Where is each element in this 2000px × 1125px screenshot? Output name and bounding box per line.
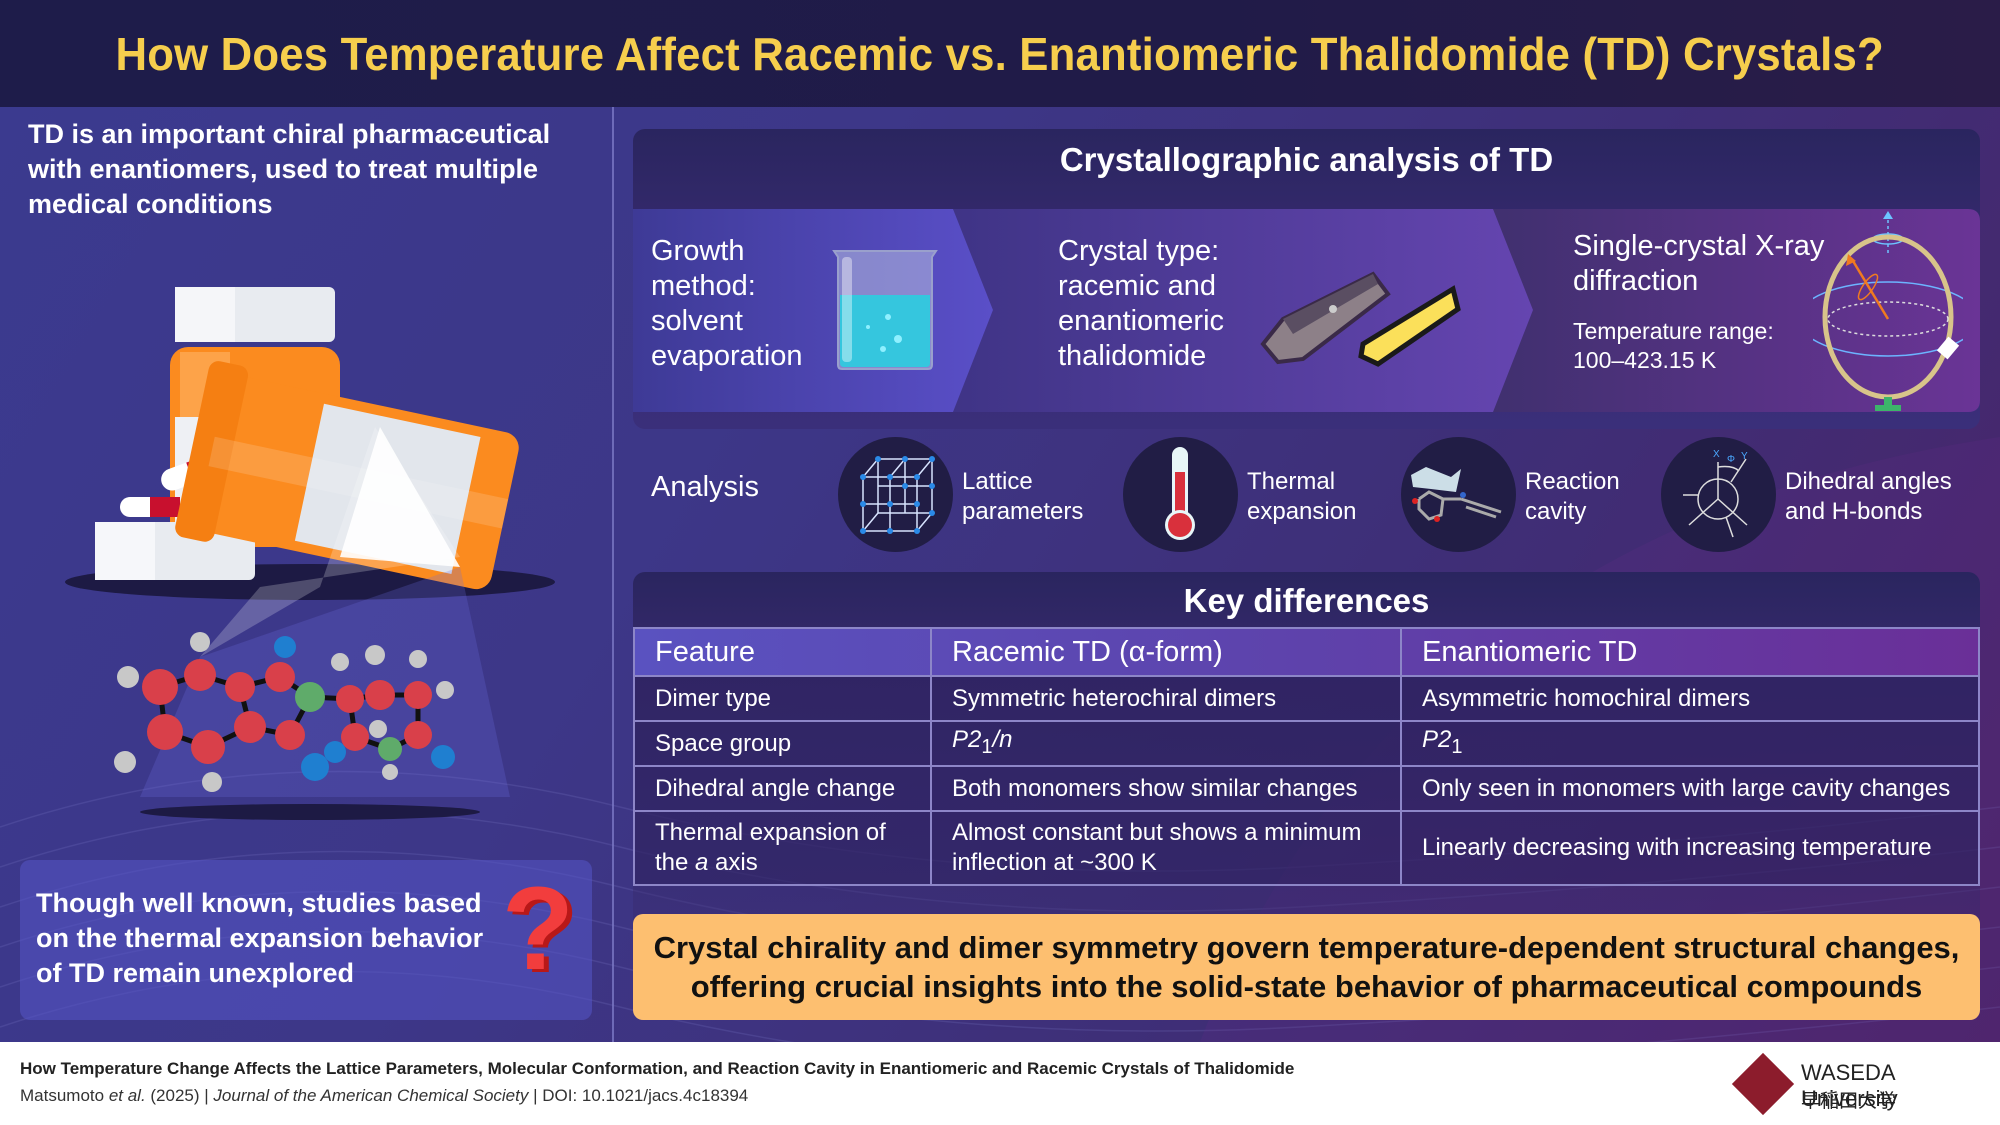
crystallographic-analysis-title: Crystallographic analysis of TD (1059, 141, 1554, 178)
crystals-icon (1260, 271, 1461, 367)
column-header-feature: Feature (633, 627, 932, 677)
svg-text:X: X (1713, 449, 1720, 460)
citation: Matsumoto et al. (2025) | Journal of the… (20, 1086, 749, 1105)
paper-title: How Temperature Change Affects the Latti… (20, 1059, 1295, 1078)
cell-feature: Dihedral angle change (633, 765, 932, 812)
cell-feature: Space group (633, 720, 932, 767)
thermometer-icon (1123, 437, 1238, 552)
table-row: Thermal expansion of the a axis Almost c… (633, 810, 1980, 886)
reaction-cavity-icon (1401, 437, 1516, 552)
cell-racemic: P21/n (930, 720, 1402, 767)
svg-text:Φ: Φ (1727, 454, 1735, 465)
table-row: Dihedral angle change Both monomers show… (633, 765, 1980, 812)
lattice-icon (838, 437, 953, 552)
cell-enantiomeric: P21 (1400, 720, 1980, 767)
temperature-range: Temperature range: 100–423.15 K (1573, 318, 1774, 373)
research-gap-text: Though well known, studies based on the … (36, 888, 484, 988)
crystallographic-analysis-panel: Crystallographic analysis of TD Growth m… (633, 129, 1980, 429)
beaker-icon (832, 250, 938, 370)
table-row: Space group P21/n P21 (633, 720, 1980, 767)
question-mark-icon: ? (501, 863, 574, 995)
analysis-row: Analysis (633, 427, 1980, 557)
analysis-title: Analysis (651, 471, 759, 503)
newman-projection-icon: X Φ Y (1661, 437, 1776, 552)
cell-enantiomeric: Asymmetric homochiral dimers (1400, 675, 1980, 722)
column-divider (612, 107, 614, 1042)
cell-racemic: Almost constant but shows a minimum infl… (930, 810, 1402, 886)
analysis-label-cavity: Reaction cavity (1525, 468, 1620, 525)
step-crystal-type: Crystal type: racemic and enantiomeric t… (1058, 235, 1225, 372)
pill-bottles-molecule-illustration (65, 287, 555, 820)
key-differences-panel: Key differences Feature Racemic TD (α-fo… (633, 572, 1980, 997)
cell-feature: Dimer type (633, 675, 932, 722)
journal-name: Journal of the American Chemical Society (213, 1086, 529, 1105)
analysis-label-dihedral: Dihedral angles and H-bonds (1785, 468, 1952, 525)
svg-text:Y: Y (1741, 451, 1748, 462)
page-title: How Does Temperature Affect Racemic vs. … (115, 27, 1885, 80)
logo-text-english: WASEDA University (1801, 1060, 1898, 1111)
cell-racemic: Both monomers show similar changes (930, 765, 1402, 812)
workflow-arrows (633, 209, 1980, 412)
intro-text: TD is an important chiral pharmaceutical… (28, 119, 551, 219)
goniometer-icon (1813, 211, 1963, 411)
column-header-enantiomeric: Enantiomeric TD (1400, 627, 1980, 677)
workflow-steps: Growth method: solvent evaporation Cryst… (633, 209, 1980, 412)
conclusion-text: Crystal chirality and dimer symmetry gov… (653, 930, 1960, 1004)
doi: | DOI: 10.1021/jacs.4c18394 (528, 1086, 749, 1105)
key-differences-title: Key differences (1183, 582, 1430, 619)
cell-enantiomeric: Only seen in monomers with large cavity … (1400, 765, 1980, 812)
main-content: TD is an important chiral pharmaceutical… (0, 107, 2000, 1042)
waseda-logo: WASEDA University 早稲田大学 (1731, 1052, 1993, 1116)
table-row: Dimer type Symmetric heterochiral dimers… (633, 675, 1980, 722)
conclusion-box: Crystal chirality and dimer symmetry gov… (633, 914, 1980, 1020)
cell-feature: Thermal expansion of the a axis (633, 810, 932, 886)
research-gap-box: Though well known, studies based on the … (20, 860, 592, 1020)
molecule-atoms (114, 632, 455, 792)
cell-racemic: Symmetric heterochiral dimers (930, 675, 1402, 722)
waseda-emblem-icon (1731, 1052, 1795, 1116)
logo-text-japanese: 早稲田大学 (1801, 1091, 1897, 1112)
header-banner: How Does Temperature Affect Racemic vs. … (0, 0, 2000, 107)
analysis-label-lattice: Lattice parameters (962, 468, 1084, 525)
cell-enantiomeric: Linearly decreasing with increasing temp… (1400, 810, 1980, 886)
table-header-row: Feature Racemic TD (α-form) Enantiomeric… (633, 627, 1980, 677)
analysis-label-thermal: Thermal expansion (1247, 468, 1357, 525)
step-sc-xrd: Single-crystal X-ray diffraction (1573, 230, 1825, 297)
footer: How Temperature Change Affects the Latti… (0, 1042, 2000, 1125)
step-growth-method: Growth method: solvent evaporation (651, 235, 803, 372)
key-differences-table: Feature Racemic TD (α-form) Enantiomeric… (633, 627, 1980, 886)
column-header-racemic: Racemic TD (α-form) (930, 627, 1402, 677)
